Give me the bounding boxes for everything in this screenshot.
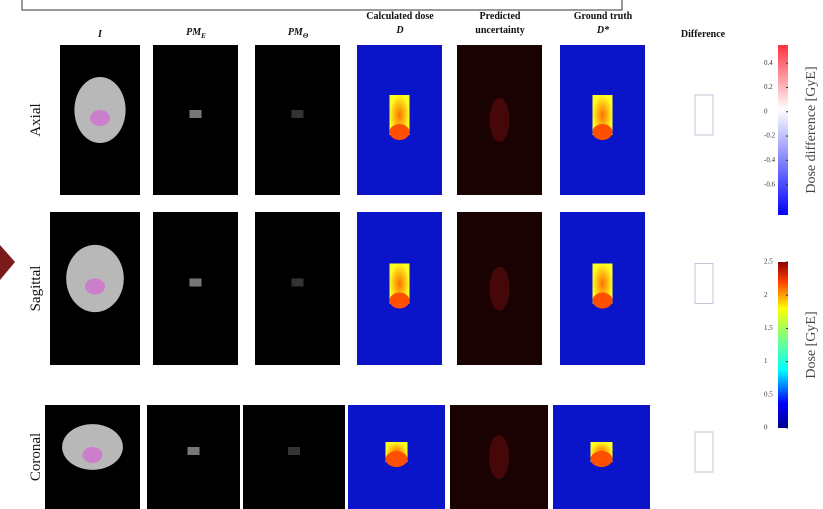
colorbar-tick-label: 1 (764, 357, 768, 365)
column-header: Calculated dose (366, 11, 434, 22)
column-header: I (97, 29, 103, 40)
anatomy-structure (85, 279, 105, 295)
difference-outline (695, 95, 713, 135)
uncertainty (490, 267, 510, 311)
header-sub: E (200, 32, 206, 40)
image-panel (243, 405, 345, 509)
image-panel (153, 212, 238, 365)
row-label: Axial (28, 103, 44, 136)
column-header: PME (186, 27, 206, 40)
arrow (0, 245, 15, 280)
colorbar-label: Dose [GyE] (804, 311, 819, 378)
colorbar-tick-label: 0.4 (764, 59, 773, 67)
column-header: uncertainty (475, 25, 524, 36)
anatomy-structure (83, 447, 103, 463)
colorbar-tick-label: -0.4 (764, 156, 776, 164)
uncertainty (490, 98, 510, 142)
dose-hot (593, 124, 613, 140)
image-panel (153, 45, 238, 195)
dose-hot (591, 451, 613, 467)
image-panel (147, 405, 240, 509)
image-panel (255, 212, 340, 365)
row-label: Sagittal (28, 266, 44, 312)
speckle (292, 110, 304, 118)
uncertainty (489, 435, 509, 479)
colorbar-tick-label: -0.6 (764, 180, 776, 188)
speckle (190, 110, 202, 118)
difference-outline (695, 432, 713, 472)
anatomy-structure (90, 110, 110, 126)
dose-hot (390, 293, 410, 309)
header-main: PM (186, 27, 202, 38)
row-label: Coronal (28, 433, 44, 481)
dose-hot (390, 124, 410, 140)
header-sub: Θ (303, 32, 309, 40)
column-header: Difference (681, 29, 726, 40)
colorbar-tick-label: 2 (764, 291, 768, 299)
speckle (288, 447, 300, 455)
colorbar-tick-label: 0.5 (764, 390, 773, 398)
colorbar-tick-label: -0.2 (764, 132, 776, 140)
dose-hot (386, 451, 408, 467)
caption-box (22, 0, 622, 10)
colorbar (778, 262, 788, 428)
colorbar-tick-label: 2.5 (764, 258, 773, 266)
column-header: D (395, 25, 403, 36)
colorbar-tick-label: 0.2 (764, 83, 773, 91)
image-panel (255, 45, 340, 195)
column-header: D* (596, 25, 610, 36)
column-header: PMΘ (288, 27, 309, 40)
colorbar-tick-label: 1.5 (764, 324, 773, 332)
difference-outline (695, 264, 713, 304)
header-main: PM (288, 27, 304, 38)
colorbar-tick-label: 0 (764, 424, 768, 432)
column-header: Ground truth (574, 11, 633, 22)
colorbar-label: Dose difference [GyE] (804, 66, 819, 193)
speckle (292, 279, 304, 287)
colorbar-tick-label: 0 (764, 107, 768, 115)
figure: IPMEPMΘCalculated doseDPredicteduncertai… (0, 0, 823, 509)
speckle (190, 279, 202, 287)
column-header: Predicted (480, 11, 521, 22)
speckle (188, 447, 200, 455)
dose-hot (593, 293, 613, 309)
colorbar (778, 45, 788, 215)
